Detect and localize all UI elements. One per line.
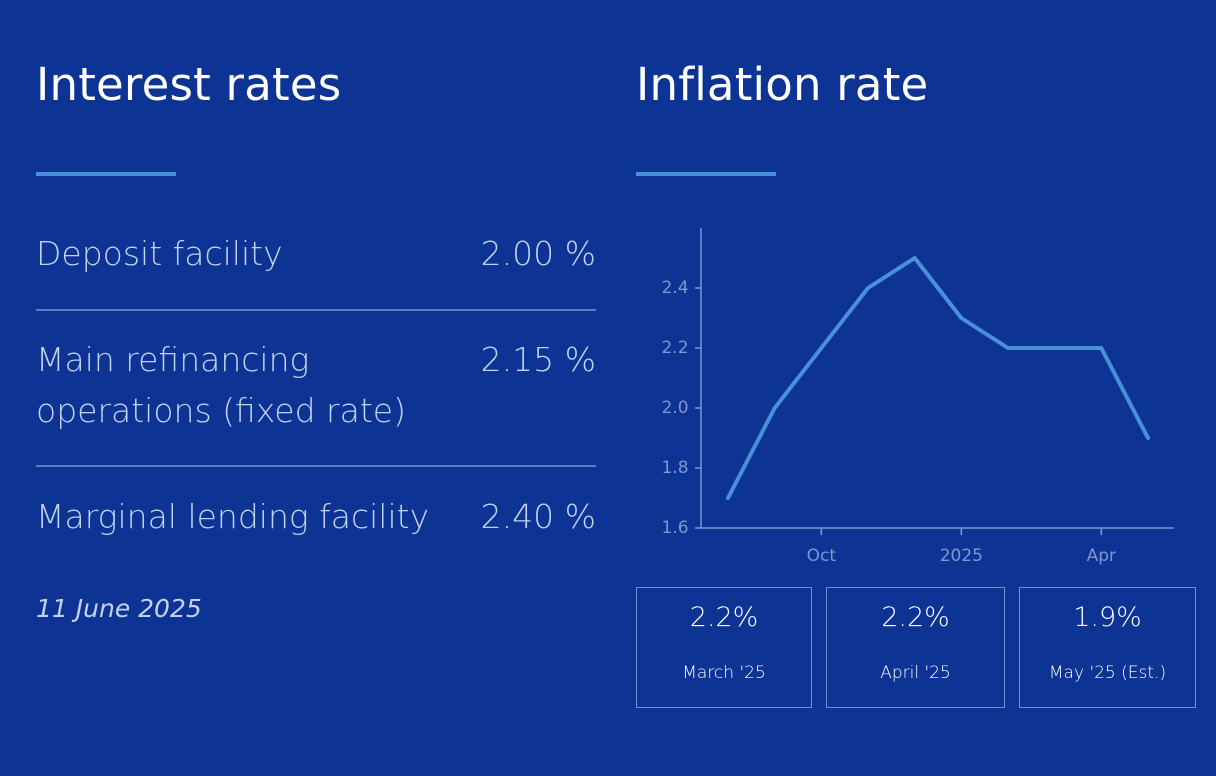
- rate-value: 2.00 %: [480, 234, 596, 273]
- rate-row-deposit: Deposit facility 2.00 %: [36, 228, 596, 279]
- rate-value: 2.40 %: [480, 497, 596, 536]
- inflation-rate-title: Inflation rate: [636, 58, 929, 111]
- rate-label: Main refinancing operations (fixed rate): [36, 340, 406, 430]
- stat-box-march: 2.2% March '25: [636, 587, 812, 708]
- rates-date: 11 June 2025: [36, 594, 202, 623]
- y-tick-label: 1.6: [661, 518, 688, 538]
- stat-value: 2.2%: [689, 602, 759, 633]
- row-divider: [36, 309, 596, 311]
- y-tick-label: 1.8: [661, 458, 688, 478]
- rate-label: Deposit facility: [36, 234, 283, 273]
- inflation-accent-line: [636, 172, 776, 176]
- rate-label: Marginal lending facility: [36, 497, 430, 536]
- series-line: [726, 256, 1150, 500]
- y-tick-label: 2.4: [661, 278, 688, 298]
- x-tick-label: Apr: [1087, 546, 1116, 566]
- stat-label: March '25: [682, 663, 766, 683]
- interest-accent-line: [36, 172, 176, 176]
- stat-box-may: 1.9% May '25 (Est.): [1019, 587, 1196, 708]
- stat-box-april: 2.2% April '25: [826, 587, 1005, 708]
- rate-row-marginal-lending: Marginal lending facility 2.40 %: [36, 491, 596, 542]
- interest-rates-title: Interest rates: [36, 58, 342, 111]
- rate-value: 2.15 %: [480, 340, 596, 379]
- row-divider: [36, 465, 596, 467]
- stat-value: 2.2%: [881, 602, 950, 633]
- stat-label: April '25: [880, 663, 951, 683]
- y-tick-label: 2.0: [661, 398, 688, 418]
- rate-row-main-refinancing: Main refinancing operations (fixed rate)…: [36, 334, 596, 436]
- stat-label: May '25 (Est.): [1048, 663, 1167, 683]
- stat-value: 1.9%: [1073, 602, 1142, 633]
- inflation-line-chart: 1.6 1.8 2.0 2.2 2.4 Oct 2025 Apr: [661, 228, 1174, 566]
- x-tick-label: 2025: [940, 546, 983, 566]
- x-tick-label: Oct: [807, 546, 837, 566]
- y-tick-label: 2.2: [661, 338, 688, 358]
